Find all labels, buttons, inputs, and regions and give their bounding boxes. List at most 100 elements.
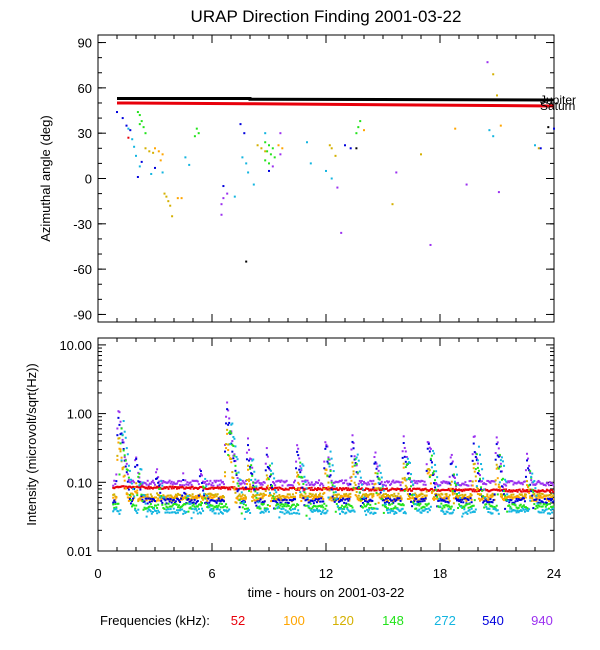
intensity-point bbox=[546, 494, 549, 497]
intensity-point bbox=[416, 482, 419, 485]
intensity-point bbox=[241, 498, 244, 501]
intensity-point bbox=[459, 498, 462, 501]
intensity-point bbox=[332, 494, 335, 497]
azimuth-point bbox=[121, 117, 124, 120]
intensity-point bbox=[123, 456, 126, 459]
intensity-point bbox=[224, 471, 227, 474]
intensity-point bbox=[347, 503, 350, 506]
intensity-point bbox=[437, 499, 440, 502]
intensity-point bbox=[342, 482, 345, 485]
intensity-point bbox=[541, 500, 544, 503]
intensity-point bbox=[307, 495, 310, 498]
intensity-point bbox=[405, 463, 408, 466]
intensity-point bbox=[391, 499, 394, 502]
intensity-point bbox=[287, 483, 290, 486]
intensity-point bbox=[146, 479, 149, 482]
intensity-point bbox=[256, 492, 259, 495]
intensity-point bbox=[351, 461, 354, 464]
intensity-point bbox=[523, 510, 526, 513]
intensity-point bbox=[467, 509, 470, 512]
intensity-point bbox=[365, 513, 368, 516]
azimuth-point bbox=[492, 73, 495, 76]
intensity-point bbox=[267, 510, 270, 513]
intensity-point bbox=[174, 496, 177, 499]
intensity-point bbox=[351, 440, 354, 443]
intensity-point bbox=[347, 484, 350, 487]
intensity-point bbox=[399, 489, 402, 492]
intensity-point bbox=[154, 504, 156, 507]
intensity-point bbox=[232, 444, 235, 447]
intensity-point bbox=[244, 479, 247, 482]
intensity-point bbox=[379, 488, 382, 491]
intensity-point bbox=[206, 479, 209, 482]
intensity-point bbox=[243, 499, 246, 502]
intensity-point bbox=[342, 497, 345, 500]
intensity-point bbox=[445, 510, 448, 513]
intensity-point bbox=[242, 503, 245, 506]
intensity-point bbox=[466, 512, 469, 515]
intensity-point bbox=[140, 484, 143, 487]
intensity-point bbox=[500, 470, 503, 473]
intensity-point bbox=[148, 487, 151, 490]
intensity-point bbox=[184, 487, 187, 490]
intensity-point bbox=[467, 488, 470, 491]
intensity-point bbox=[419, 480, 422, 483]
intensity-point bbox=[258, 481, 261, 484]
intensity-point bbox=[206, 499, 209, 502]
intensity-point bbox=[506, 499, 509, 502]
intensity-point bbox=[397, 497, 400, 500]
intensity-point bbox=[214, 481, 217, 484]
intensity-point bbox=[376, 494, 379, 497]
intensity-point bbox=[235, 455, 238, 458]
intensity-point bbox=[356, 453, 359, 456]
intensity-point bbox=[537, 501, 540, 504]
intensity-point bbox=[375, 507, 378, 510]
intensity-point bbox=[496, 477, 499, 480]
intensity-point bbox=[263, 488, 266, 491]
intensity-point bbox=[262, 502, 265, 505]
intensity-point bbox=[189, 500, 192, 503]
intensity-point bbox=[469, 497, 472, 500]
intensity-point bbox=[209, 499, 212, 502]
intensity-point bbox=[387, 507, 390, 510]
intensity-point bbox=[265, 478, 268, 481]
intensity-point bbox=[534, 489, 537, 492]
intensity-point bbox=[184, 503, 187, 506]
intensity-point bbox=[156, 512, 159, 515]
intensity-point bbox=[295, 487, 298, 490]
intensity-point bbox=[327, 462, 330, 465]
intensity-point bbox=[230, 461, 233, 464]
intensity-point bbox=[349, 504, 352, 507]
intensity-point bbox=[327, 456, 330, 459]
intensity-point bbox=[131, 479, 134, 482]
intensity-point bbox=[228, 443, 231, 446]
intensity-point bbox=[348, 482, 351, 485]
intensity-point bbox=[131, 492, 134, 495]
intensity-point bbox=[178, 509, 181, 512]
intensity-point bbox=[365, 482, 368, 485]
intensity-point bbox=[133, 481, 136, 484]
intensity-point bbox=[468, 480, 471, 483]
intensity-point bbox=[542, 483, 545, 486]
intensity-point bbox=[116, 454, 119, 457]
intensity-point bbox=[338, 479, 341, 482]
intensity-point bbox=[440, 481, 443, 484]
intensity-point bbox=[216, 493, 219, 496]
intensity-point bbox=[125, 471, 128, 474]
intensity-point bbox=[187, 486, 190, 489]
intensity-point bbox=[146, 487, 149, 490]
intensity-point bbox=[364, 482, 367, 485]
intensity-point bbox=[492, 488, 495, 491]
intensity-point bbox=[470, 484, 473, 487]
intensity-point bbox=[173, 496, 176, 499]
intensity-point bbox=[213, 479, 216, 482]
intensity-point bbox=[301, 480, 304, 483]
intensity-point bbox=[426, 447, 429, 450]
intensity-point bbox=[275, 504, 278, 507]
intensity-point bbox=[313, 483, 316, 486]
intensity-point bbox=[484, 503, 487, 506]
azimuth-point bbox=[245, 162, 248, 165]
intensity-point bbox=[206, 506, 209, 509]
intensity-point bbox=[173, 501, 176, 504]
intensity-point bbox=[436, 497, 439, 500]
